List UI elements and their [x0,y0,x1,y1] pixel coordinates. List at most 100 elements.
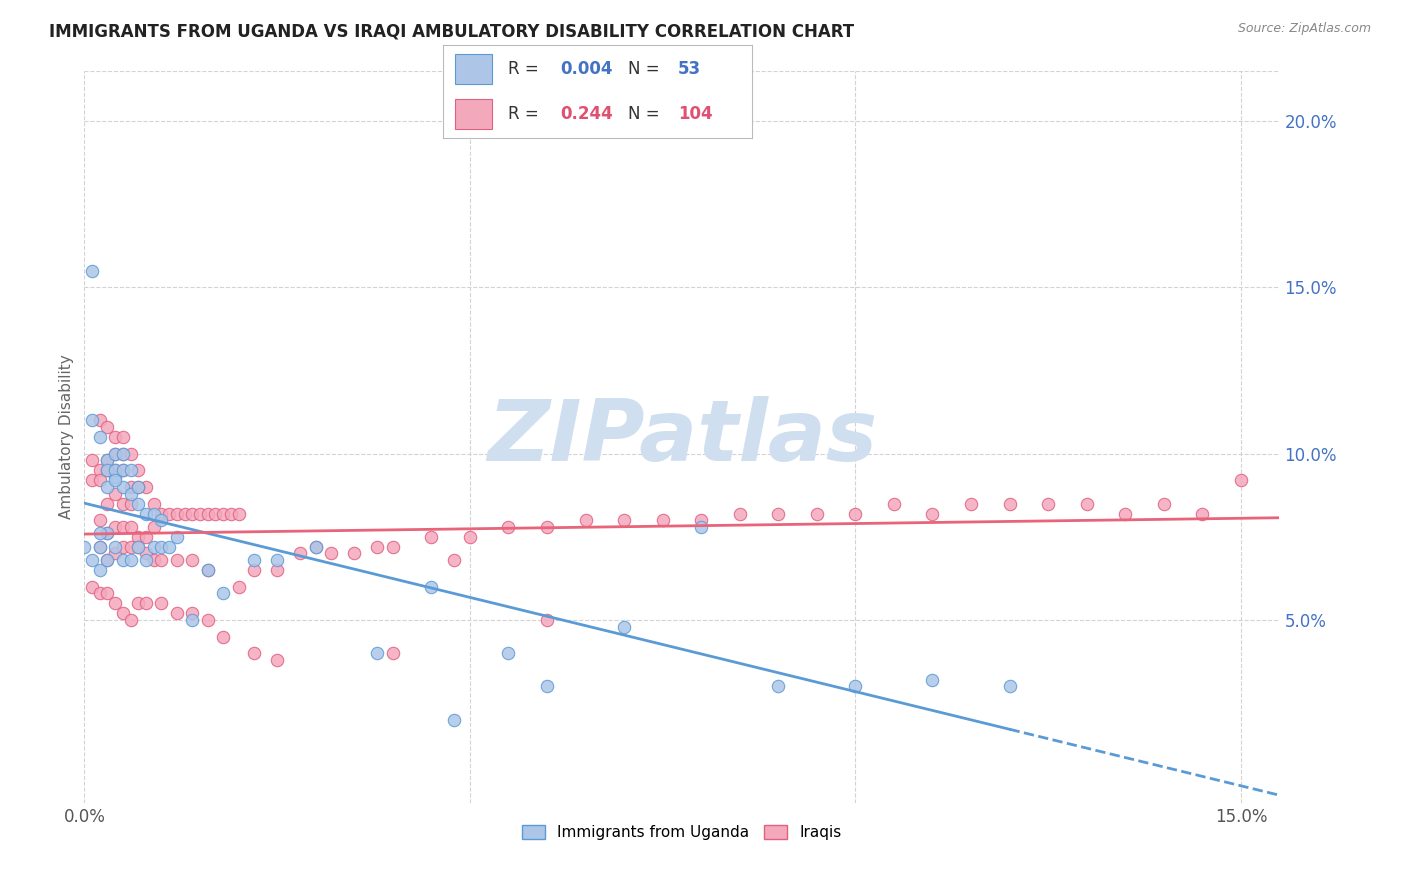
Point [728,507,751,521]
Point [135,480,157,494]
Point [104,470,127,484]
Point [498,646,520,660]
Point [120,447,142,461]
FancyBboxPatch shape [456,54,492,84]
Point [305,540,328,554]
Point [768,680,790,694]
Point [290,546,312,560]
Point [420,530,443,544]
Point [104,486,127,500]
Point [80,473,103,487]
Point [690,513,713,527]
Point [883,497,905,511]
Point [89,473,111,487]
Point [104,447,127,461]
Point [111,463,134,477]
Point [197,507,219,521]
Point [536,520,558,534]
Point [127,480,149,494]
Point [96,480,118,494]
Point [135,530,157,544]
Point [120,463,142,477]
Point [188,507,211,521]
Point [381,646,404,660]
Point [120,520,142,534]
Point [104,546,127,560]
Point [104,473,127,487]
Y-axis label: Ambulatory Disability: Ambulatory Disability [59,355,75,519]
Point [613,513,636,527]
Point [651,513,673,527]
Point [127,596,149,610]
Point [212,630,235,644]
Point [120,497,142,511]
Point [219,507,242,521]
Point [111,480,134,494]
Point [127,530,149,544]
Point [111,607,134,621]
Point [197,563,219,577]
Point [89,463,111,477]
Point [458,530,481,544]
Point [89,526,111,541]
Point [844,680,866,694]
Point [96,453,118,467]
Point [104,430,127,444]
Point [690,520,713,534]
Point [150,553,173,567]
Point [806,507,828,521]
Point [166,507,188,521]
Point [96,420,118,434]
Point [266,563,288,577]
Text: 53: 53 [678,60,702,78]
Point [120,480,142,494]
Point [142,540,165,554]
Point [613,619,636,633]
Point [343,546,366,560]
Point [80,453,103,467]
Point [366,646,388,660]
Point [498,520,520,534]
Point [80,264,103,278]
Point [150,513,173,527]
Point [998,680,1021,694]
Point [111,540,134,554]
Point [89,413,111,427]
Text: ZIPatlas: ZIPatlas [486,395,877,479]
Point [80,553,103,567]
Point [212,586,235,600]
Text: 104: 104 [678,105,713,123]
Text: 0.004: 0.004 [561,60,613,78]
Point [960,497,983,511]
Point [89,540,111,554]
Point [228,580,250,594]
Point [127,540,149,554]
Point [111,520,134,534]
Point [96,553,118,567]
Point [104,540,127,554]
Point [120,540,142,554]
Point [204,507,226,521]
Point [768,507,790,521]
Point [127,463,149,477]
Point [96,453,118,467]
Point [127,540,149,554]
Point [111,463,134,477]
Point [89,540,111,554]
Point [111,447,134,461]
Point [89,563,111,577]
Point [443,713,465,727]
Point [228,507,250,521]
Point [135,596,157,610]
Point [381,540,404,554]
Point [181,607,204,621]
Point [366,540,388,554]
Point [150,596,173,610]
Point [150,507,173,521]
Point [135,507,157,521]
Point [1114,507,1136,521]
Legend: Immigrants from Uganda, Iraqis: Immigrants from Uganda, Iraqis [516,819,848,847]
Point [243,553,266,567]
Point [127,480,149,494]
Point [89,513,111,527]
